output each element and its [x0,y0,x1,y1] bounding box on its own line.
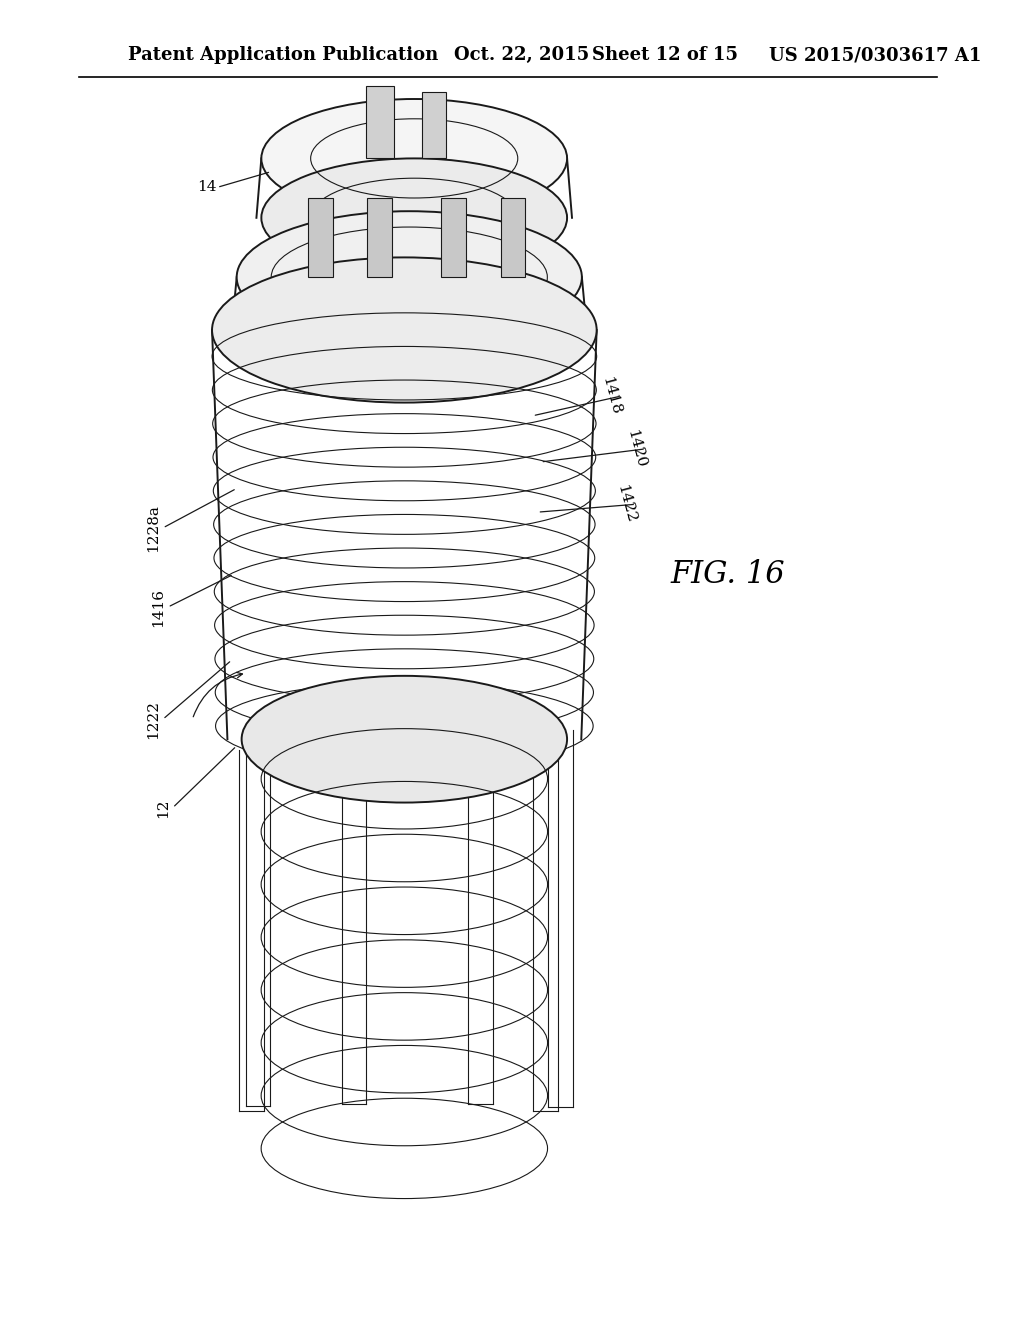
Ellipse shape [261,158,567,277]
Polygon shape [308,198,333,277]
Ellipse shape [261,99,567,218]
Polygon shape [368,198,392,277]
Text: 14: 14 [198,181,217,194]
Text: 12: 12 [156,799,170,817]
Text: Patent Application Publication: Patent Application Publication [128,46,438,65]
Text: 1420: 1420 [625,428,648,470]
Polygon shape [422,92,446,158]
Ellipse shape [212,257,597,403]
Ellipse shape [237,211,582,343]
Text: 1418: 1418 [600,375,624,417]
Text: 1228a: 1228a [145,504,160,552]
Ellipse shape [242,676,567,803]
Text: 1416: 1416 [151,587,165,627]
Text: 1222: 1222 [145,700,160,739]
Text: Sheet 12 of 15: Sheet 12 of 15 [592,46,737,65]
Polygon shape [366,86,393,158]
Text: Oct. 22, 2015: Oct. 22, 2015 [454,46,589,65]
Text: 1422: 1422 [614,483,638,525]
Text: US 2015/0303617 A1: US 2015/0303617 A1 [769,46,982,65]
Polygon shape [501,198,525,277]
Polygon shape [441,198,466,277]
Ellipse shape [237,264,582,396]
Text: FIG. 16: FIG. 16 [671,558,785,590]
